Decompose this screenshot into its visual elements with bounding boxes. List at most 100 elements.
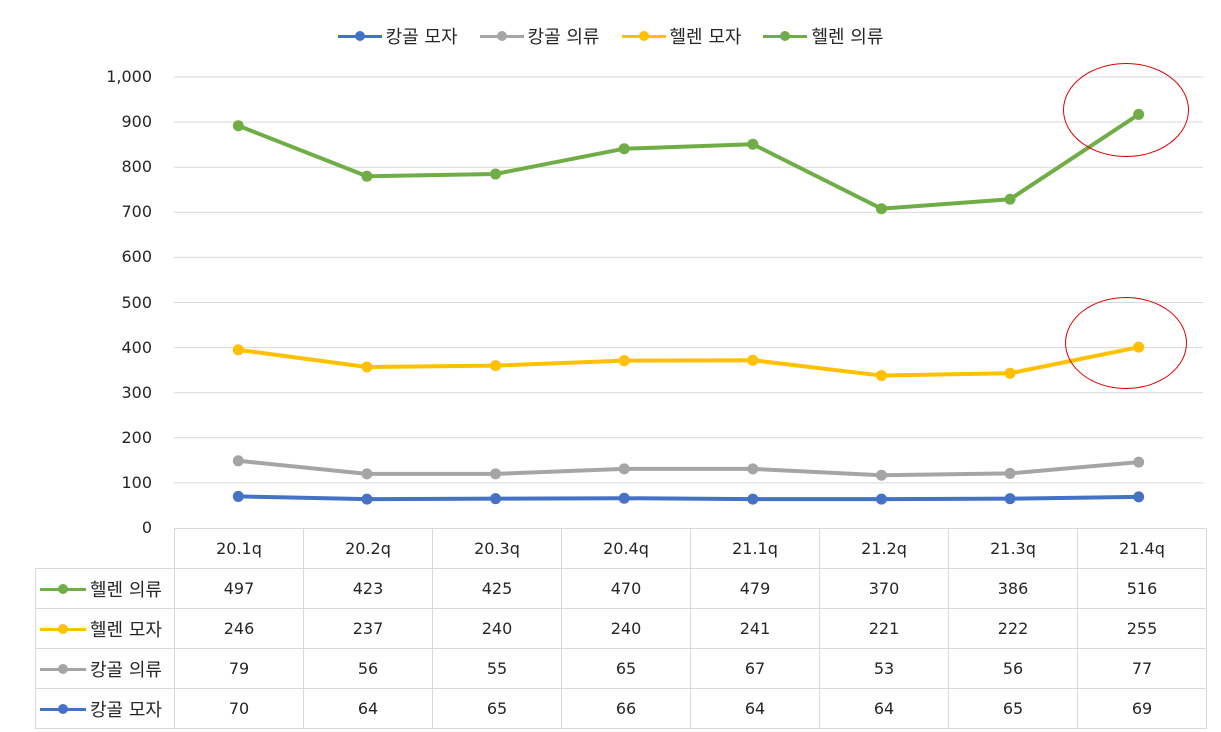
legend-line-marker-icon [40,702,86,716]
data-label: 77 [1077,648,1207,689]
data-label: 69 [1077,688,1207,729]
x-tick-label: 20.2q [303,528,433,569]
table-row-header: 캉골 모자 [35,688,175,729]
legend-label: 헬렌 모자 [669,27,742,48]
series-line [236,112,1141,211]
data-label: 423 [303,568,433,609]
data-point [1133,491,1145,503]
x-tick-label: 20.4q [561,528,691,569]
data-point [1133,456,1145,468]
data-label: 65 [561,648,691,689]
data-label: 221 [819,608,949,649]
data-label: 255 [1077,608,1207,649]
x-tick-label: 21.1q [690,528,820,569]
data-point [747,493,759,505]
data-point [1004,193,1016,205]
x-tick-label: 20.3q [432,528,562,569]
table-row-label: 헬렌 의류 [90,579,162,601]
legend-label: 캉골 모자 [385,27,458,48]
table-row-label: 캉골 모자 [90,699,162,721]
y-tick-label: 500 [121,292,152,312]
data-table: 20.1q 20.2q 20.3q 20.4q 21.1q 21.2q 21.3q 21.4q… [35,528,1207,729]
data-label: 53 [819,648,949,689]
y-tick-label: 200 [121,427,152,447]
data-point [875,469,887,481]
legend-line-marker-icon [763,29,808,43]
table-header-row: 20.1q 20.2q 20.3q 20.4q 21.1q 21.2q 21.3q 21.4q [35,528,1207,569]
data-point [361,468,373,480]
y-tick-label: 300 [121,382,152,402]
data-label: 79 [174,648,304,689]
data-label: 470 [561,568,691,609]
data-point [747,138,759,150]
legend-line-marker-icon [337,29,382,43]
x-tick-label: 21.4q [1077,528,1207,569]
table-row-header: 캉골 의류 [35,648,175,689]
data-point [875,493,887,505]
data-label: 65 [948,688,1078,729]
data-label: 497 [174,568,304,609]
y-tick-label: 100 [121,472,152,492]
legend-line-marker-icon [40,662,86,676]
data-point [875,203,887,215]
data-point [490,360,502,372]
data-point [490,468,502,480]
data-point [618,463,630,475]
data-label: 64 [819,688,949,729]
table-row: 헬렌 모자 246 237 240 240 241 221 222 255 [35,608,1207,649]
legend-item: 캉골 의류 [479,22,600,50]
data-point [618,143,630,155]
y-tick-label: 900 [121,112,152,132]
series-line [236,345,1141,378]
data-label: 66 [561,688,691,729]
legend-item: 헬렌 의류 [763,22,883,50]
data-label: 56 [303,648,433,689]
table-row: 캉골 의류 79 56 55 65 67 53 56 77 [35,648,1207,689]
data-label: 240 [561,608,691,649]
data-point [1004,493,1016,505]
table-corner [35,528,175,569]
data-label: 241 [690,608,820,649]
chart-legend: 캉골 모자 캉골 의류 헬렌 모자 헬렌 의류 [0,22,1221,50]
highlight-ellipse [1064,297,1187,390]
legend-line-marker-icon [479,29,524,43]
table-row: 헬렌 의류 497 423 425 470 479 370 386 516 [35,568,1207,609]
data-label: 425 [432,568,562,609]
data-label: 65 [432,688,562,729]
series-line [236,494,1141,502]
data-point [361,493,373,505]
data-point [361,170,373,182]
legend-line-marker-icon [621,29,666,43]
data-point [747,463,759,475]
data-point [232,120,244,132]
data-label: 67 [690,648,820,689]
legend-item: 캉골 모자 [337,22,458,50]
data-label: 70 [174,688,304,729]
highlight-ellipse [1062,63,1189,158]
data-point [618,355,630,367]
table-row-header: 헬렌 모자 [35,608,175,649]
data-point [1004,367,1016,379]
data-point [875,370,887,382]
data-label: 479 [690,568,820,609]
y-tick-label: 400 [121,337,152,357]
data-label: 64 [690,688,820,729]
x-tick-label: 21.2q [819,528,949,569]
data-point [618,492,630,504]
legend-item: 헬렌 모자 [621,22,742,50]
data-label: 240 [432,608,562,649]
data-point [232,490,244,502]
x-tick-label: 20.1q [174,528,304,569]
data-point [361,361,373,373]
table-row-label: 캉골 의류 [90,659,162,681]
data-point [490,493,502,505]
data-point [232,455,244,467]
table-row-header: 헬렌 의류 [35,568,175,609]
legend-line-marker-icon [40,622,86,636]
data-point [490,168,502,180]
legend-line-marker-icon [40,582,86,596]
table-row: 캉골 모자 70 64 65 66 64 64 65 69 [35,688,1207,729]
data-point [1004,467,1016,479]
legend-label: 헬렌 의류 [811,27,884,48]
